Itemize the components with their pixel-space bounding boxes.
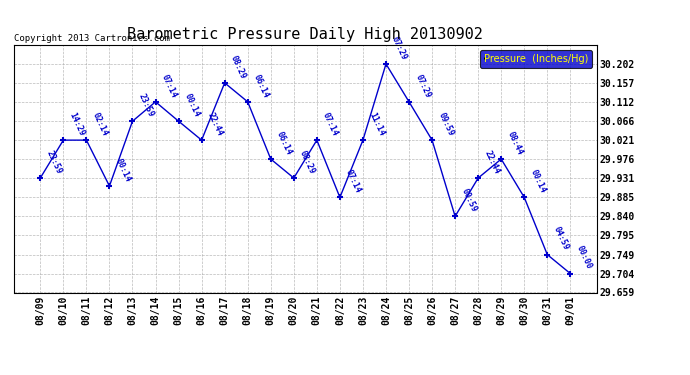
Text: Copyright 2013 Cartronics.com: Copyright 2013 Cartronics.com — [14, 33, 170, 42]
Title: Barometric Pressure Daily High 20130902: Barometric Pressure Daily High 20130902 — [128, 27, 483, 42]
Text: 08:44: 08:44 — [505, 130, 524, 156]
Text: 07:14: 07:14 — [344, 168, 363, 195]
Text: 00:14: 00:14 — [114, 157, 132, 183]
Text: 22:44: 22:44 — [206, 111, 224, 137]
Text: 08:29: 08:29 — [229, 54, 248, 80]
Text: 04:59: 04:59 — [551, 225, 570, 252]
Text: 02:14: 02:14 — [90, 111, 109, 137]
Text: 06:14: 06:14 — [275, 130, 294, 156]
Text: 00:59: 00:59 — [460, 187, 478, 213]
Text: 07:29: 07:29 — [413, 73, 432, 99]
Text: 23:59: 23:59 — [44, 149, 63, 175]
Legend: Pressure  (Inches/Hg): Pressure (Inches/Hg) — [480, 50, 592, 68]
Text: 00:00: 00:00 — [575, 244, 593, 271]
Text: 22:44: 22:44 — [482, 149, 501, 175]
Text: 07:29: 07:29 — [390, 35, 409, 61]
Text: 08:29: 08:29 — [298, 149, 317, 175]
Text: 00:14: 00:14 — [529, 168, 547, 195]
Text: 14:29: 14:29 — [68, 111, 86, 137]
Text: 07:14: 07:14 — [159, 73, 179, 99]
Text: 23:59: 23:59 — [137, 92, 155, 118]
Text: 07:14: 07:14 — [321, 111, 339, 137]
Text: 09:59: 09:59 — [436, 111, 455, 137]
Text: 00:14: 00:14 — [183, 92, 201, 118]
Text: 06:14: 06:14 — [252, 73, 270, 99]
Text: 11:14: 11:14 — [367, 111, 386, 137]
